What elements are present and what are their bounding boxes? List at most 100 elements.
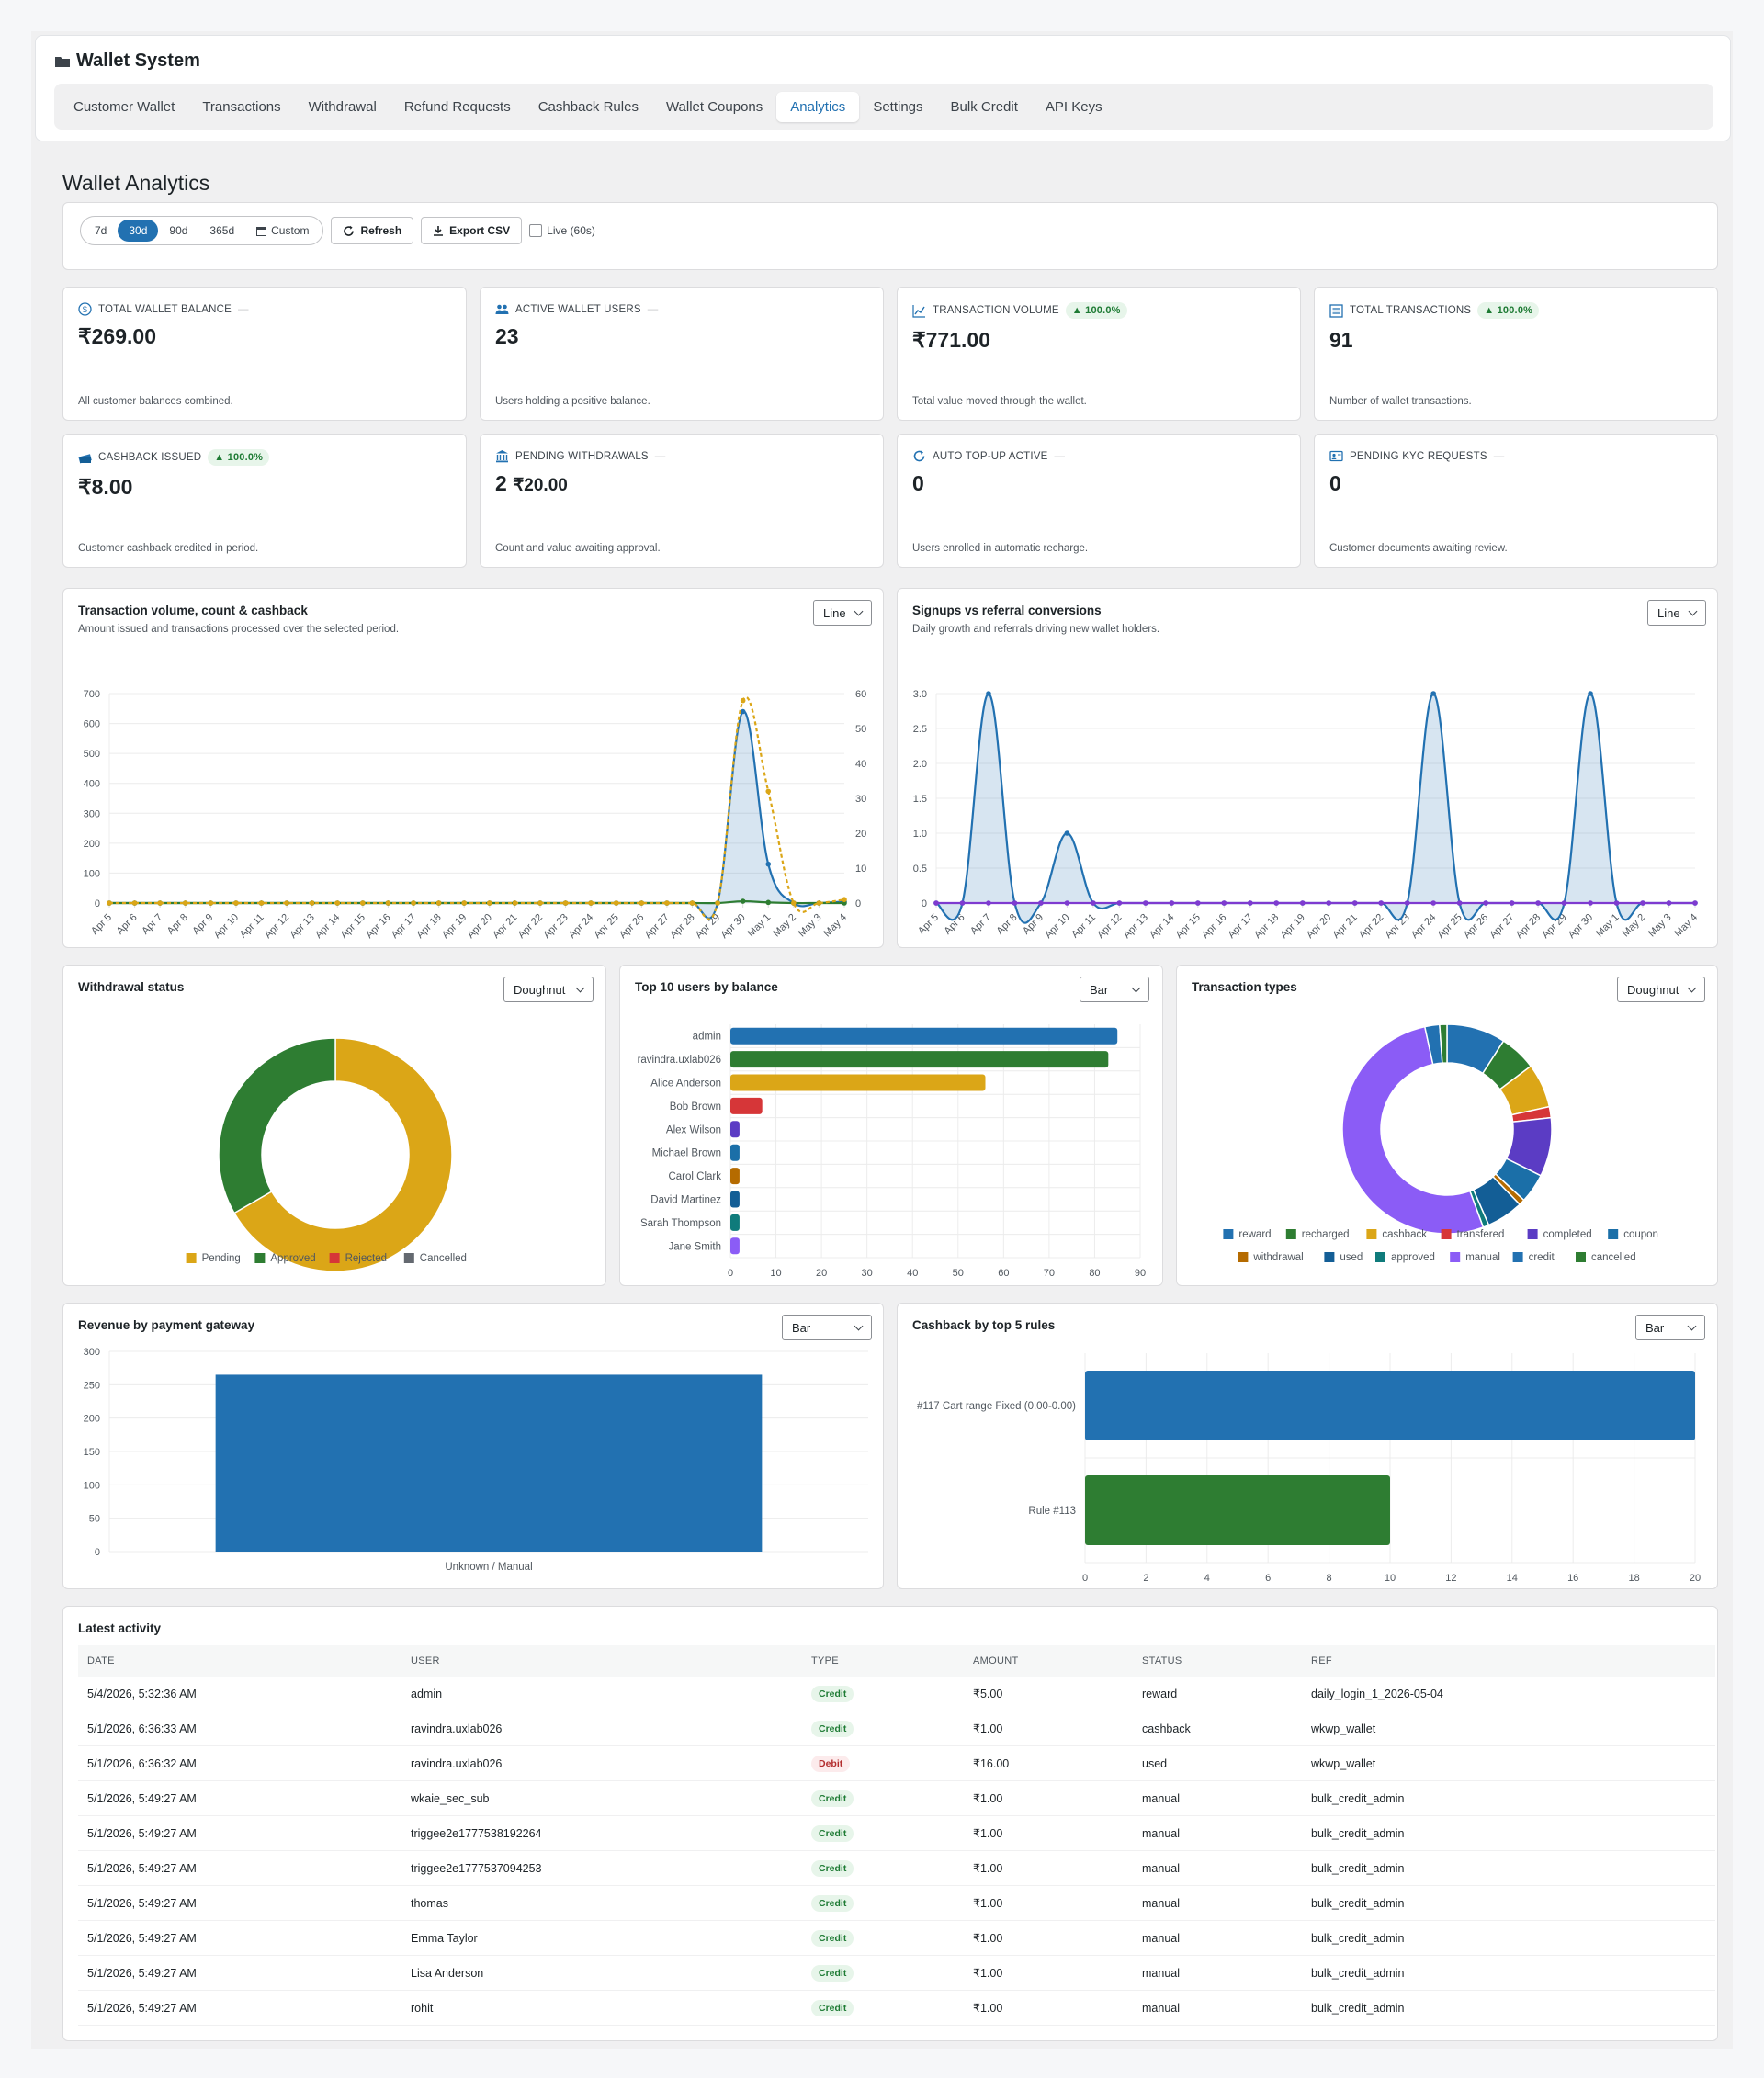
legend-label: Cancelled bbox=[420, 1253, 467, 1264]
cell-amount: ₹1.00 bbox=[973, 1897, 1003, 1910]
cell-status: reward bbox=[1142, 1687, 1178, 1700]
tab-customer-wallet[interactable]: Customer Wallet bbox=[74, 98, 175, 115]
y2-tick-label: 50 bbox=[855, 724, 866, 735]
kpi-label: Transaction Volume ▲ 100.0% bbox=[912, 302, 1127, 319]
x-tick-label: May 1 bbox=[1594, 912, 1622, 940]
cell-amount: ₹16.00 bbox=[973, 1757, 1010, 1770]
kpi-description: Customer documents awaiting review. bbox=[1329, 543, 1508, 554]
topusers-chart-type-select[interactable]: Bar bbox=[1080, 977, 1149, 1002]
export-csv-button[interactable]: Export CSV bbox=[421, 217, 523, 244]
col-user[interactable]: User bbox=[411, 1655, 440, 1666]
download-icon bbox=[434, 226, 444, 236]
tab-wallet-coupons[interactable]: Wallet Coupons bbox=[665, 98, 763, 115]
kpi-delta-badge: ▲ 100.0% bbox=[1065, 302, 1127, 319]
type-badge: Credit bbox=[811, 1894, 854, 1912]
kpi-card-cashback-issued: Cashback Issued ▲ 100.0% ₹8.00 Customer … bbox=[62, 434, 467, 568]
kpi-delta-placeholder: — bbox=[238, 303, 249, 315]
tab-refund-requests[interactable]: Refund Requests bbox=[403, 98, 511, 115]
x-tick-label: Apr 15 bbox=[1174, 912, 1203, 941]
x-tick-label: Apr 25 bbox=[592, 912, 620, 941]
type-badge: Debit bbox=[811, 1755, 851, 1772]
y-tick-label: 250 bbox=[84, 1380, 100, 1391]
legend-swatch bbox=[1441, 1229, 1452, 1239]
data-point bbox=[157, 900, 163, 906]
tab-analytics[interactable]: Analytics bbox=[776, 91, 860, 122]
data-point bbox=[664, 900, 670, 906]
tab-withdrawal[interactable]: Withdrawal bbox=[308, 98, 377, 115]
page-title: Wallet Analytics bbox=[62, 171, 210, 195]
volume-chart-subtitle: Amount issued and transactions processed… bbox=[78, 624, 400, 635]
refresh-button[interactable]: Refresh bbox=[331, 217, 414, 244]
data-point bbox=[562, 900, 569, 906]
bar bbox=[730, 1168, 740, 1185]
col-status[interactable]: Status bbox=[1142, 1655, 1182, 1666]
volume-chart-type-select[interactable]: Line bbox=[813, 600, 872, 626]
data-point bbox=[1091, 900, 1096, 906]
volume-chart-card: Transaction volume, count & cashback Amo… bbox=[62, 588, 884, 948]
x-tick-label: Apr 10 bbox=[1043, 912, 1071, 941]
cell-ref: daily_login_1_2026-05-04 bbox=[1311, 1687, 1443, 1700]
cell-ref: bulk_credit_admin bbox=[1311, 1826, 1405, 1840]
live-toggle[interactable]: Live (60s) bbox=[529, 224, 595, 237]
col-type[interactable]: Type bbox=[811, 1655, 839, 1666]
gateway-chart-type-select[interactable]: Bar bbox=[782, 1315, 872, 1340]
range-custom[interactable]: Custom bbox=[245, 220, 320, 242]
legend-swatch bbox=[1238, 1252, 1249, 1262]
tab-api-keys[interactable]: API Keys bbox=[1045, 98, 1102, 115]
cell-amount: ₹5.00 bbox=[973, 1688, 1003, 1700]
x-tick-label: 10 bbox=[1385, 1573, 1396, 1584]
dollar-circle-icon: $ bbox=[78, 302, 92, 316]
tab-transactions[interactable]: Transactions bbox=[202, 98, 281, 115]
txtypes-chart-card: Transaction types Doughnut reward recharg… bbox=[1176, 965, 1718, 1286]
range-90d[interactable]: 90d bbox=[169, 224, 188, 237]
x-tick-label: Apr 14 bbox=[1148, 912, 1176, 941]
data-point bbox=[385, 900, 391, 906]
col-amount[interactable]: Amount bbox=[973, 1655, 1019, 1666]
volume-select-value: Line bbox=[823, 605, 846, 620]
kpi-label: Active Wallet Users — bbox=[495, 302, 658, 316]
kpi-value-main: ₹771.00 bbox=[912, 328, 990, 352]
legend-label: Rejected bbox=[345, 1253, 387, 1264]
col-date[interactable]: Date bbox=[87, 1655, 115, 1666]
withdrawal-chart-title: Withdrawal status bbox=[78, 980, 185, 994]
x-tick-label: 6 bbox=[1265, 1573, 1271, 1584]
x-tick-label: Apr 11 bbox=[1069, 912, 1098, 941]
legend-swatch bbox=[1285, 1229, 1296, 1239]
col-ref[interactable]: Ref bbox=[1311, 1655, 1332, 1666]
svg-text:$: $ bbox=[83, 305, 87, 314]
data-point bbox=[740, 898, 746, 904]
toolbar-card: 7d 30d 90d 365d Custom Refresh Export CS… bbox=[62, 202, 1718, 270]
legend-swatch bbox=[329, 1253, 340, 1263]
table-row: 5/1/2026, 5:49:27 AM thomas Credit ₹1.00… bbox=[78, 1886, 1715, 1921]
list-icon bbox=[1329, 303, 1343, 318]
cell-type: Credit bbox=[811, 1720, 973, 1737]
txtypes-chart-type-select[interactable]: Doughnut bbox=[1617, 977, 1705, 1002]
x-tick-label: 4 bbox=[1204, 1573, 1210, 1584]
signups-chart-type-select[interactable]: Line bbox=[1647, 600, 1706, 626]
kpi-description: All customer balances combined. bbox=[78, 396, 233, 407]
x-tick-label: 8 bbox=[1327, 1573, 1332, 1584]
volume-chart: 0 100 200 300 400 500 600 700 0 10 20 30 40 50 60 Apr 5… bbox=[84, 689, 867, 941]
live-checkbox[interactable] bbox=[529, 224, 543, 237]
kpi-value: ₹269.00 bbox=[78, 324, 156, 349]
data-point bbox=[411, 900, 416, 906]
data-point bbox=[613, 900, 619, 906]
range-7d[interactable]: 7d bbox=[95, 224, 107, 237]
data-point bbox=[461, 900, 468, 906]
bar bbox=[730, 1027, 1118, 1045]
cell-status: used bbox=[1142, 1756, 1168, 1770]
data-point bbox=[1509, 900, 1515, 906]
kpi-description: Count and value awaiting approval. bbox=[495, 543, 661, 554]
cell-amount: ₹1.00 bbox=[973, 1932, 1003, 1945]
tab-cashback-rules[interactable]: Cashback Rules bbox=[537, 98, 639, 115]
range-365d[interactable]: 365d bbox=[209, 224, 235, 237]
withdrawal-chart-type-select[interactable]: Doughnut bbox=[503, 977, 594, 1002]
cashbackrules-chart-type-select[interactable]: Bar bbox=[1635, 1315, 1705, 1340]
range-30d[interactable]: 30d bbox=[118, 220, 159, 242]
y-tick-label: 100 bbox=[84, 1480, 100, 1491]
cell-amount: ₹1.00 bbox=[973, 2002, 1003, 2015]
tab-settings[interactable]: Settings bbox=[873, 98, 923, 115]
table-row: 5/1/2026, 5:49:27 AM triggee2e1777537094… bbox=[78, 1851, 1715, 1886]
cell-date: 5/1/2026, 5:49:27 AM bbox=[87, 1896, 197, 1910]
tab-bulk-credit[interactable]: Bulk Credit bbox=[950, 98, 1018, 115]
